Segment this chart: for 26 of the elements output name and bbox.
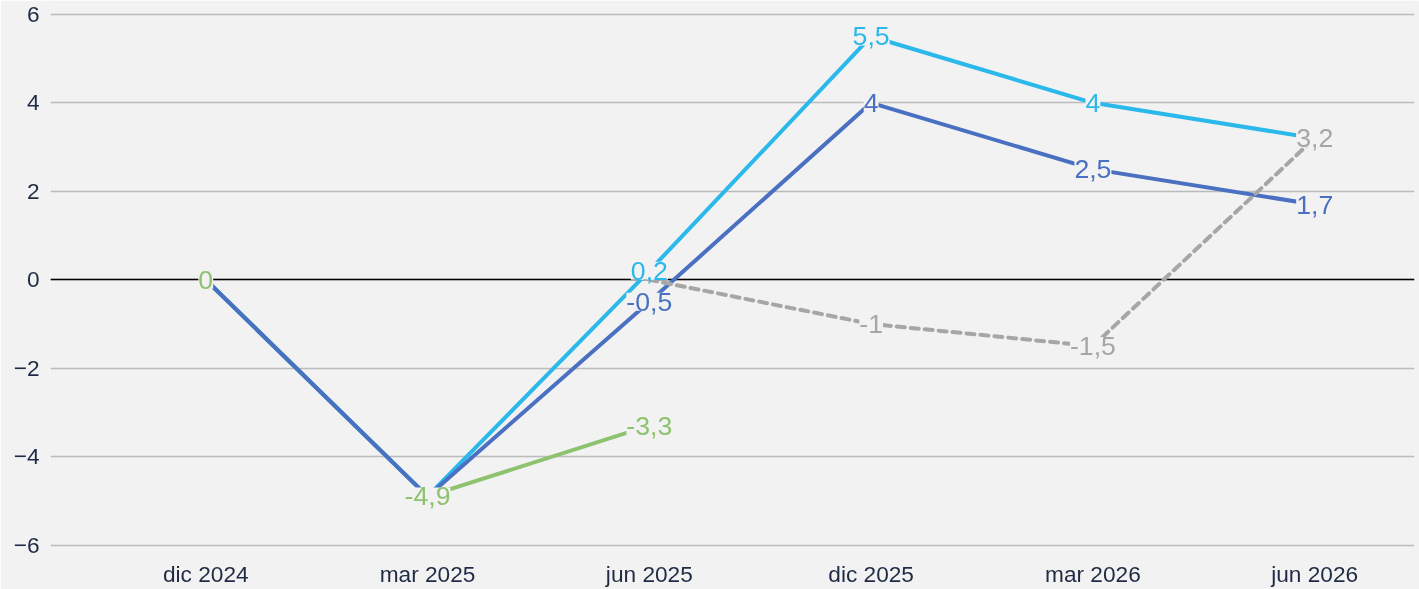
data-label: 4 — [1085, 87, 1101, 118]
x-tick-label: jun 2026 — [1270, 560, 1359, 587]
y-tick-label: 0 — [26, 266, 40, 293]
data-label: 5,5 — [852, 21, 890, 52]
x-tick-label: mar 2026 — [1045, 560, 1141, 587]
x-tick-label: jun 2025 — [604, 560, 693, 587]
y-tick-label: −2 — [13, 354, 40, 381]
data-label: 0 — [198, 264, 214, 295]
data-label: 4 — [863, 87, 879, 118]
data-label: 0,2 — [630, 255, 668, 286]
y-tick-label: 6 — [26, 0, 40, 27]
data-label: -4,9 — [404, 481, 451, 512]
data-label: 3,2 — [1296, 123, 1334, 154]
data-label: -1 — [859, 308, 883, 339]
data-label: 2,5 — [1074, 154, 1112, 185]
data-label: -0,5 — [626, 286, 673, 317]
x-tick-label: dic 2024 — [162, 560, 249, 587]
data-label: 1,7 — [1296, 189, 1334, 220]
y-tick-label: −4 — [13, 443, 40, 470]
y-tick-label: −6 — [13, 531, 40, 558]
data-label: -3,3 — [626, 410, 673, 441]
y-tick-label: 4 — [26, 89, 40, 116]
x-tick-label: dic 2025 — [828, 560, 914, 587]
y-tick-label: 2 — [26, 177, 40, 204]
data-label: -1,5 — [1069, 331, 1116, 362]
x-tick-label: mar 2025 — [379, 560, 476, 587]
